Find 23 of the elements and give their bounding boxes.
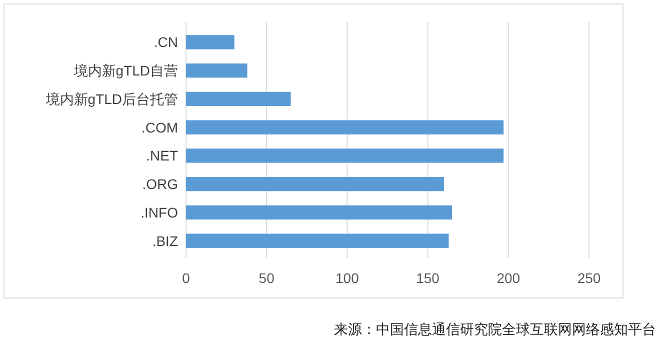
bar: [186, 35, 234, 50]
source-note: 来源：中国信息通信研究院全球互联网网络感知平台: [334, 321, 656, 337]
x-tick-label: 0: [182, 270, 190, 286]
x-tick-label: 50: [258, 270, 275, 286]
y-tick-label: .CN: [154, 34, 178, 50]
x-tick-label: 200: [496, 270, 520, 286]
bar: [186, 205, 452, 220]
bar: [186, 234, 449, 248]
y-tick-label: 境内新gTLD自营: [72, 62, 178, 79]
y-tick-label: .ORG: [142, 176, 178, 192]
bar: [186, 120, 504, 134]
bar: [186, 63, 248, 78]
y-tick-label: .COM: [141, 119, 178, 136]
bar: [186, 92, 291, 106]
y-tick-label: .BIZ: [152, 232, 178, 249]
y-tick-label: .NET: [146, 148, 178, 164]
x-tick-label: 150: [416, 270, 440, 286]
x-tick-label: 100: [336, 270, 360, 286]
y-tick-label: 境内新gTLD后台托管: [44, 90, 178, 107]
y-tick-label: .INFO: [140, 204, 178, 220]
bar: [186, 148, 504, 163]
x-tick-label: 250: [577, 270, 601, 286]
bar: [186, 176, 444, 192]
